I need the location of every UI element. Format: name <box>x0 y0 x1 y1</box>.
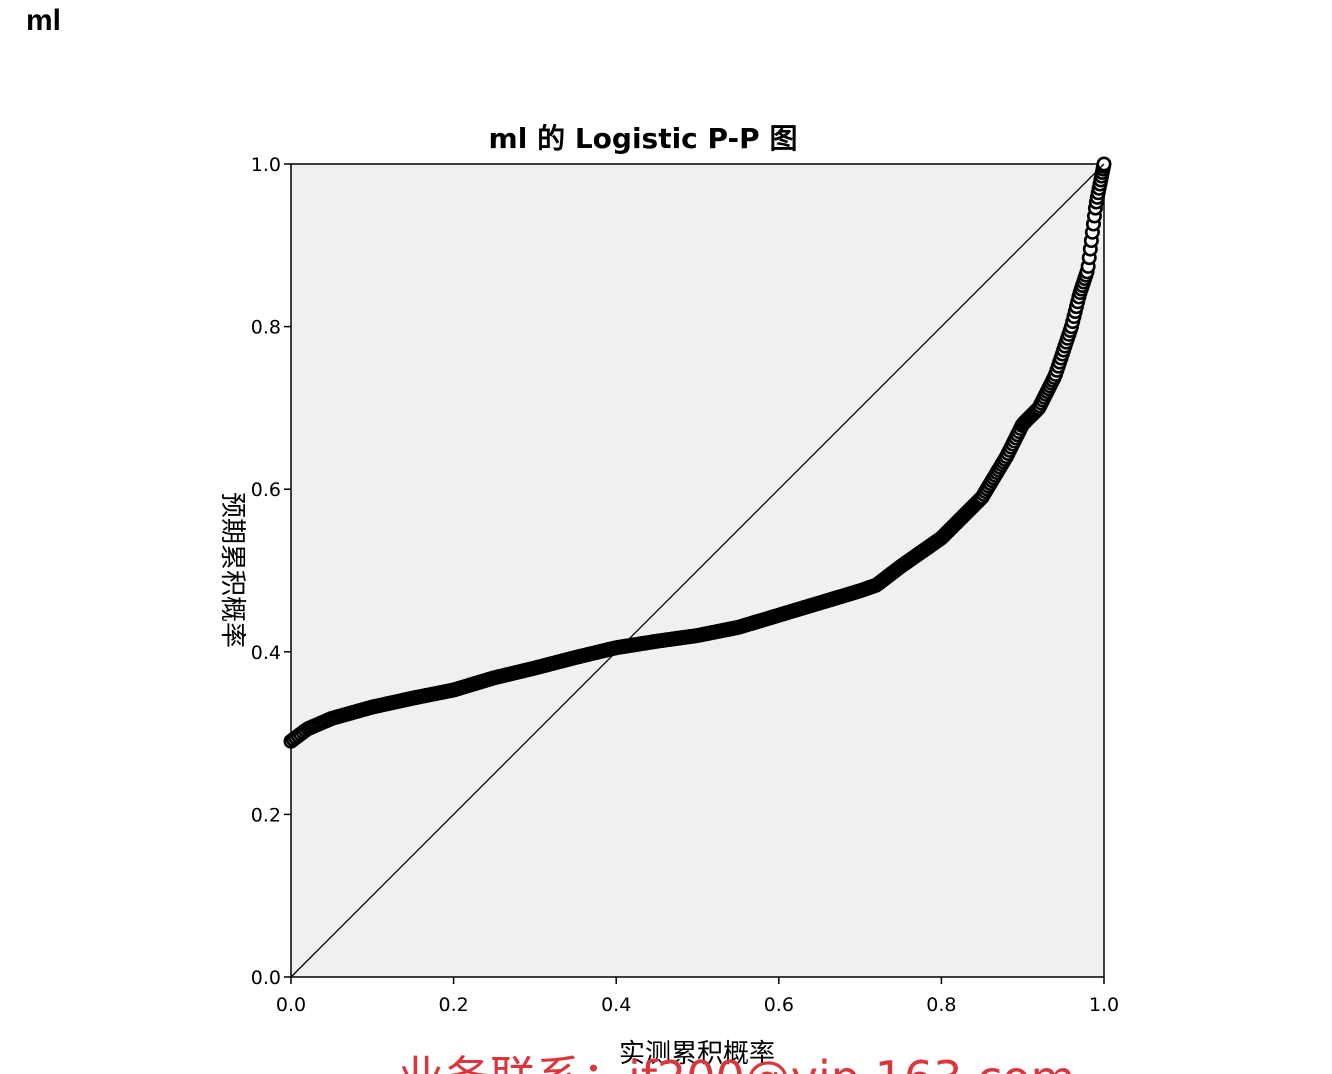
page-heading: ml <box>26 4 62 37</box>
reference-line <box>290 163 1105 978</box>
x-tick-label: 0.4 <box>601 994 631 1016</box>
y-tick-label: 1.0 <box>251 154 281 176</box>
x-tick-label: 1.0 <box>1089 994 1119 1016</box>
x-tick-label: 0.0 <box>276 994 306 1016</box>
x-tick-label: 0.6 <box>764 994 794 1016</box>
y-tick-label: 0.2 <box>251 804 281 826</box>
y-tick-label: 0.0 <box>251 967 281 989</box>
x-tick-label: 0.8 <box>926 994 956 1016</box>
y-tick-label: 0.6 <box>251 479 281 501</box>
y-axis-label: 预期累积概率 <box>217 492 247 648</box>
chart-title: ml 的 Logistic P-P 图 <box>489 122 798 155</box>
x-tick-label: 0.2 <box>438 994 468 1016</box>
x-axis-label: 实测累积概率 <box>619 1039 775 1069</box>
y-tick-label: 0.8 <box>251 317 281 339</box>
y-tick-label: 0.4 <box>251 642 281 664</box>
watermark-text: 业务联系：jf200@vip.163.com <box>398 1051 1075 1074</box>
